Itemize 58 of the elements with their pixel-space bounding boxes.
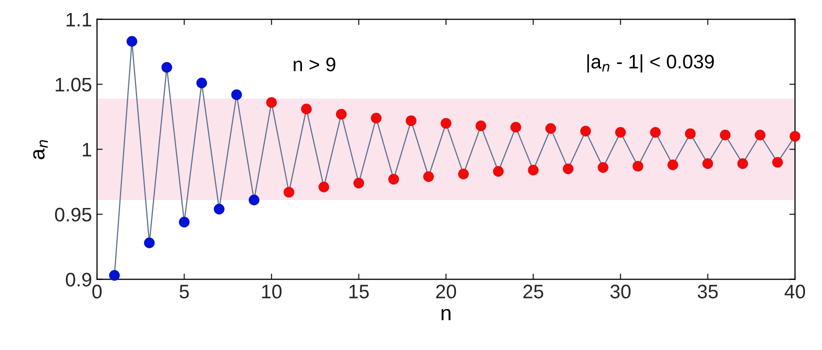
point: [754, 130, 766, 140]
point: [720, 130, 731, 140]
x-tick-label: 35: [698, 284, 718, 298]
y-tick-label: 0.95: [55, 208, 92, 222]
point: [492, 166, 504, 177]
x-tick-label: 15: [349, 284, 369, 298]
point: [528, 164, 539, 176]
x-tick-label: 20: [436, 284, 456, 298]
point: [161, 62, 172, 73]
point: [510, 122, 522, 133]
point: [615, 127, 626, 138]
point: [458, 168, 469, 180]
point: [301, 104, 312, 114]
y-tick-label: 1: [82, 142, 92, 156]
point: [353, 178, 364, 188]
y-tick-label: 0.9: [66, 272, 92, 287]
point: [370, 112, 382, 124]
point: [231, 89, 242, 100]
point: [790, 130, 800, 142]
x-tick-label: 30: [610, 284, 631, 298]
point: [178, 216, 190, 228]
point: [284, 186, 294, 198]
y-axis-title: a$_{n}$: [33, 140, 48, 160]
x-tick-label: 5: [180, 284, 189, 298]
x-axis-title: n: [442, 308, 450, 320]
y-tick-label: 1.1: [66, 12, 92, 26]
point: [737, 158, 748, 169]
point: [476, 120, 486, 132]
point: [214, 204, 225, 214]
point: [388, 174, 400, 185]
x-tick-label: 25: [523, 284, 544, 298]
point: [562, 163, 574, 174]
point: [109, 270, 120, 281]
point: [440, 118, 452, 129]
point: [423, 171, 434, 182]
point: [684, 128, 696, 140]
point: [144, 238, 155, 248]
point: [126, 36, 138, 47]
point: [406, 115, 416, 126]
point: [598, 162, 608, 173]
point: [632, 160, 644, 172]
annotation: n > 9: [294, 58, 336, 72]
point: [266, 97, 277, 108]
point: [196, 78, 208, 88]
x-tick-label: 10: [262, 284, 282, 298]
y-tick-label: 1.05: [56, 78, 92, 92]
point: [650, 127, 661, 138]
x-tick-label: 40: [784, 284, 806, 298]
point: [667, 160, 678, 170]
point: [318, 182, 330, 192]
annotation: |a$_{n}$ - 1| < 0.039: [587, 54, 714, 72]
point: [702, 158, 714, 169]
point: [545, 123, 556, 134]
point: [580, 126, 591, 136]
point: [248, 194, 260, 206]
point: [772, 156, 783, 168]
x-tick-label: 0: [92, 284, 102, 298]
point: [336, 108, 347, 120]
